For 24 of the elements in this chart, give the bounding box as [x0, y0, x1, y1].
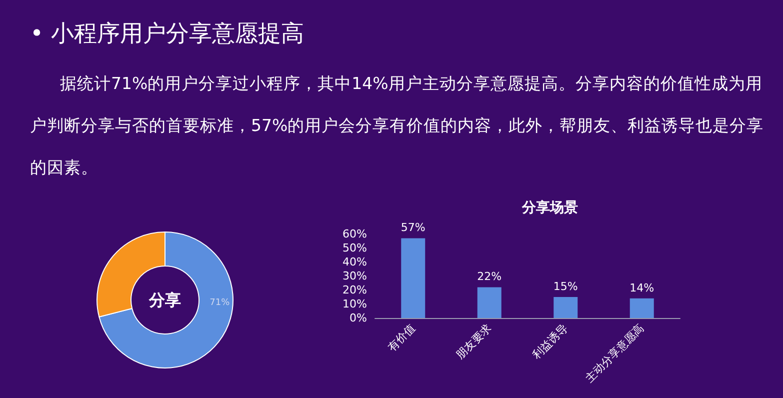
x-tick-label: 有价值: [385, 321, 418, 354]
y-tick-label: 50%: [342, 242, 367, 254]
x-tick-label: 朋友要求: [454, 321, 494, 362]
bar: [554, 297, 578, 318]
text: 据统计71%的用户分享过小程序，其中14%用户主动分享意愿提高。分享内容的价值性成为用户判断分享与否的首要标准，57%的用户会分享有价值的内容，此外，帮朋友、利益诱导也是分享的因素。: [30, 74, 764, 177]
bar: [630, 298, 654, 318]
bar: [401, 238, 426, 318]
text: 分享: [148, 290, 181, 310]
data-label: 71%: [210, 298, 230, 308]
data-label: 14%: [630, 281, 654, 294]
data-label: 15%: [553, 280, 578, 293]
y-tick-label: 60%: [342, 228, 367, 240]
chart-title: 分享场景: [521, 199, 578, 216]
bar: [477, 287, 502, 318]
x-tick-label: 利益诱导: [530, 321, 570, 362]
text: • 小程序用户分享意愿提高: [30, 20, 305, 49]
data-label: 57%: [400, 221, 426, 234]
y-tick-label: 40%: [342, 256, 367, 268]
y-tick-label: 20%: [342, 284, 367, 296]
x-tick-label: 主动分享意愿高: [582, 321, 646, 386]
y-tick-label: 0%: [350, 312, 367, 324]
y-tick-label: 30%: [342, 270, 367, 282]
data-label: 22%: [477, 270, 502, 284]
y-tick-label: 10%: [342, 298, 367, 310]
